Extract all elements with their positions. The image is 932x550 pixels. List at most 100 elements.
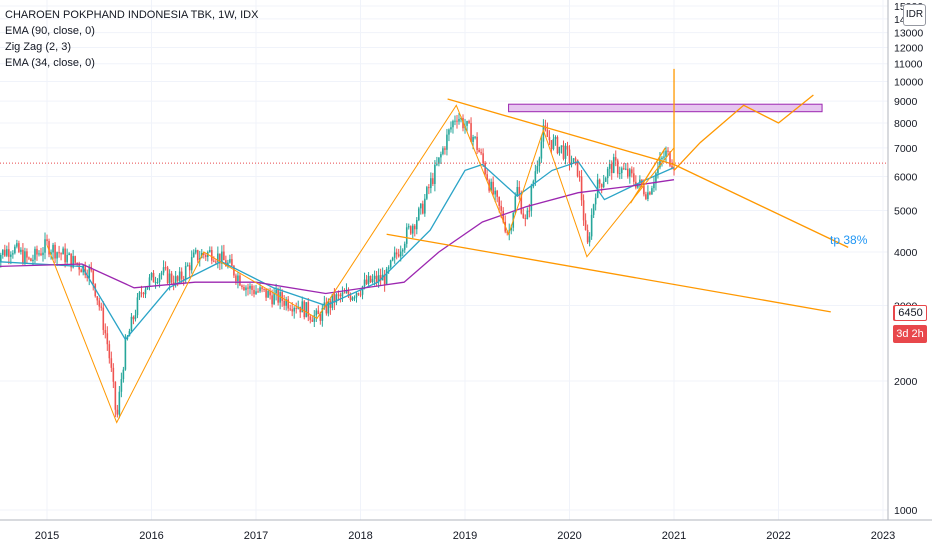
- candle-body: [142, 293, 145, 295]
- candle-body: [671, 165, 673, 169]
- candle-body: [317, 310, 320, 315]
- candle-body: [365, 279, 368, 284]
- y-tick-label: 7000: [894, 143, 918, 155]
- candle-body: [241, 285, 243, 288]
- candle-body: [610, 163, 613, 174]
- candle-body: [289, 308, 291, 310]
- candle-body: [470, 123, 472, 142]
- candle-body: [219, 253, 221, 264]
- candle-body: [16, 243, 18, 247]
- candle-body: [546, 129, 549, 137]
- candle-body: [235, 275, 237, 282]
- candle-body: [560, 145, 563, 147]
- candle-body: [631, 169, 633, 174]
- candle-body: [92, 270, 95, 284]
- candle-body: [42, 252, 44, 256]
- candle-body: [273, 293, 275, 305]
- candle-body: [164, 267, 167, 269]
- candle-body: [255, 291, 257, 295]
- candle-body: [148, 277, 151, 287]
- candle-body: [337, 294, 340, 296]
- candle-body: [395, 252, 398, 255]
- candle-body: [542, 125, 545, 142]
- candle-body: [211, 250, 213, 261]
- candle-body: [146, 286, 149, 290]
- candle-body: [325, 302, 328, 314]
- candle-body: [132, 316, 135, 320]
- candle-body: [48, 241, 50, 255]
- candle-body: [616, 160, 619, 174]
- candle-body: [295, 307, 298, 309]
- candle-body: [669, 151, 671, 166]
- candle-body: [66, 254, 68, 263]
- current-price-value: 6450: [895, 306, 926, 320]
- x-tick-label: 2019: [453, 530, 477, 542]
- candle-body: [444, 148, 446, 150]
- candle-body: [361, 286, 364, 295]
- candle-body: [407, 226, 410, 228]
- candle-body: [269, 290, 271, 296]
- candle-body: [516, 186, 519, 197]
- x-tick-label: 2016: [139, 530, 163, 542]
- candle-body: [46, 239, 48, 242]
- candle-body: [422, 203, 424, 214]
- candle-body: [633, 173, 635, 182]
- candle-body: [592, 204, 595, 215]
- candle-body: [554, 136, 557, 139]
- candle-body: [2, 249, 4, 255]
- candle-body: [574, 158, 577, 160]
- candle-body: [657, 167, 659, 174]
- legend-zigzag[interactable]: Zig Zag (2, 3): [5, 41, 72, 53]
- legend-ema34[interactable]: EMA (34, close, 0): [5, 57, 95, 69]
- currency-unit-label[interactable]: IDR: [903, 4, 926, 26]
- y-tick-label: 8000: [894, 118, 918, 130]
- candle-body: [536, 166, 539, 172]
- candle-body: [627, 168, 629, 177]
- candle-body: [333, 294, 336, 303]
- candle-body: [598, 179, 601, 184]
- candle-body: [309, 316, 312, 320]
- candle-body: [158, 274, 161, 283]
- candle-body: [608, 163, 611, 169]
- candle-body: [661, 157, 663, 160]
- candle-body: [586, 229, 589, 243]
- ema34-line: [0, 160, 675, 341]
- candle-body: [331, 294, 334, 308]
- legend-ema90[interactable]: EMA (90, close, 0): [5, 25, 95, 37]
- candle-body: [639, 179, 641, 184]
- candle-body: [56, 252, 58, 259]
- candle-body: [327, 300, 330, 314]
- ema90-line: [0, 179, 675, 295]
- candle-body: [124, 339, 127, 370]
- candle-body: [74, 256, 76, 263]
- candle-body: [307, 302, 310, 317]
- candle-body: [154, 282, 157, 284]
- candle-body: [474, 136, 476, 138]
- candle-body: [18, 243, 20, 252]
- candle-body: [26, 251, 28, 258]
- candle-body: [387, 267, 390, 269]
- candle-body: [116, 409, 119, 415]
- candle-body: [524, 218, 527, 220]
- candle-body: [647, 192, 649, 200]
- candle-body: [229, 259, 231, 263]
- candle-body: [405, 227, 408, 244]
- candle-body: [249, 285, 251, 289]
- candle-body: [84, 265, 87, 276]
- candle-body: [446, 134, 448, 150]
- candle-body: [428, 187, 430, 189]
- target-label[interactable]: tp 38%: [830, 233, 868, 247]
- candle-body: [580, 176, 583, 201]
- candle-body: [120, 379, 123, 392]
- candle-body: [176, 276, 179, 281]
- y-tick-label: 11000: [894, 59, 923, 71]
- candle-body: [10, 254, 12, 257]
- candle-body: [420, 203, 422, 209]
- candle-body: [510, 227, 513, 231]
- candle-body: [379, 275, 382, 281]
- candle-body: [482, 153, 484, 163]
- candle-body: [391, 257, 394, 261]
- candle-body: [468, 120, 470, 124]
- candle-body: [221, 251, 223, 264]
